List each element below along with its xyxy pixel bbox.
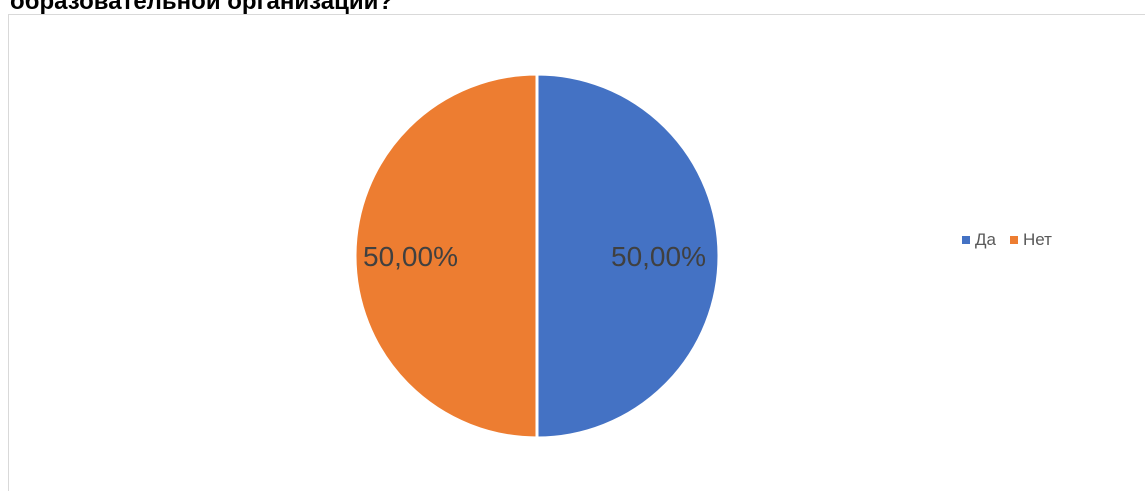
data-label-da: 50,00% [611, 241, 706, 272]
legend-label-net: Нет [1022, 230, 1052, 249]
legend: Да Нет [962, 230, 1052, 250]
legend-item-net: Нет [1009, 230, 1052, 250]
page-heading: образовательной организации? [10, 0, 394, 15]
legend-label-da: Да [975, 230, 996, 249]
legend-swatch-da [962, 236, 970, 244]
data-label-net: 50,00% [363, 241, 458, 272]
chart-area [8, 14, 1145, 491]
legend-swatch-net [1009, 236, 1018, 244]
legend-item-da: Да [962, 230, 996, 250]
pie-slice-net [353, 72, 539, 440]
pie-slice-da [535, 72, 721, 440]
